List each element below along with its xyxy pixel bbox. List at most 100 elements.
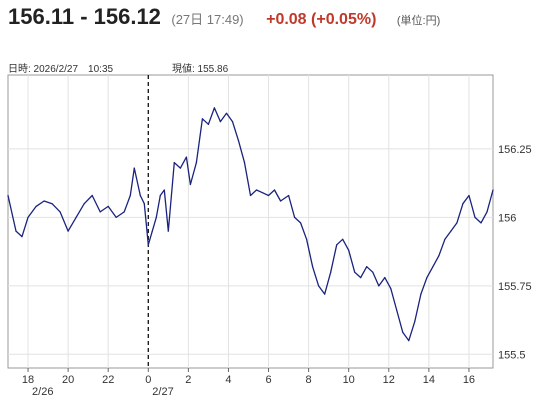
data-point (51, 203, 53, 205)
data-point (91, 194, 93, 197)
data-point (163, 189, 165, 191)
data-point (318, 285, 320, 287)
data-point (151, 230, 153, 232)
x-date-label: 2/27 (152, 386, 173, 398)
data-point (450, 230, 452, 232)
data-point (336, 244, 338, 246)
bid-ask-price: 156.11 - 156.12 (8, 4, 161, 29)
data-point (139, 194, 141, 197)
x-tick-label: 16 (463, 374, 475, 386)
y-tick-label: 155.75 (498, 281, 532, 293)
data-point (492, 189, 494, 191)
data-point (159, 194, 161, 197)
data-point (21, 236, 23, 238)
x-tick-label: 20 (62, 374, 74, 386)
quote-header: 156.11 - 156.12 (27日 17:49) +0.08 (+0.05… (8, 4, 440, 34)
data-point (225, 112, 228, 114)
data-point (189, 183, 191, 186)
data-point (179, 167, 181, 169)
data-point (438, 255, 440, 257)
data-point (486, 211, 488, 213)
x-tick-label: 4 (225, 374, 231, 386)
x-tick-label: 12 (383, 374, 395, 386)
price-series-line (7, 107, 494, 342)
y-tick-label: 156.25 (498, 144, 532, 156)
data-point (306, 238, 308, 240)
quote-timestamp: (27日 17:49) (171, 12, 244, 27)
data-point (129, 194, 131, 197)
data-point (414, 320, 416, 322)
x-tick-label: 6 (265, 374, 271, 386)
x-tick-label: 22 (102, 374, 114, 386)
data-point (402, 331, 404, 333)
data-point (456, 222, 458, 224)
data-point (133, 167, 135, 169)
data-point (143, 203, 145, 205)
data-point (294, 216, 296, 218)
data-point (480, 222, 482, 224)
x-date-label: 2/26 (32, 386, 53, 398)
plot-area (7, 74, 494, 369)
crosshair-value: 現値: 155.86 (172, 64, 229, 75)
data-point (444, 238, 446, 240)
data-point (255, 189, 258, 191)
x-tick-label: 10 (343, 374, 355, 386)
data-point (300, 222, 302, 224)
data-point (155, 216, 157, 218)
data-point (267, 194, 270, 197)
data-point (312, 266, 314, 268)
data-point (360, 277, 362, 279)
data-point (27, 216, 29, 218)
data-point (99, 211, 101, 213)
data-point (330, 271, 332, 273)
data-point (15, 230, 17, 232)
data-point (67, 230, 69, 232)
data-point (261, 192, 264, 194)
data-point (280, 200, 282, 202)
data-point (249, 194, 252, 197)
x-tick-label: 14 (423, 374, 435, 386)
data-point (83, 203, 85, 205)
data-point (115, 216, 117, 218)
data-point (354, 271, 356, 273)
x-tick-label: 0 (145, 374, 151, 386)
data-point (384, 277, 386, 279)
data-point (288, 194, 290, 197)
data-point (213, 107, 215, 109)
data-point (195, 162, 197, 164)
x-tick-label: 18 (22, 374, 34, 386)
data-point (219, 121, 221, 123)
data-point (342, 238, 344, 240)
data-point (43, 200, 45, 202)
data-point (408, 340, 410, 342)
data-point (462, 203, 464, 205)
data-point (468, 194, 470, 197)
price-change: +0.08 (+0.05%) (266, 11, 377, 28)
data-point (59, 211, 61, 213)
data-point (474, 216, 476, 218)
data-point (372, 271, 374, 273)
y-tick-label: 156 (498, 212, 516, 224)
data-point (324, 293, 326, 295)
data-point (35, 205, 37, 207)
data-point (75, 216, 77, 218)
data-point (366, 266, 368, 268)
unit-label: (単位:円) (396, 15, 441, 27)
data-point (348, 249, 350, 251)
data-point (396, 309, 398, 312)
data-point (243, 162, 246, 164)
data-point (123, 211, 125, 213)
data-point (107, 205, 109, 207)
data-point (207, 123, 209, 125)
data-point (390, 288, 392, 290)
data-point (378, 285, 380, 287)
data-point (167, 230, 169, 232)
data-point (432, 266, 434, 268)
crosshair-date: 日時: 2026/2/27 10:35 (8, 64, 114, 75)
data-point (7, 194, 9, 197)
data-point (426, 277, 428, 279)
x-tick-label: 2 (185, 374, 191, 386)
data-point (201, 118, 203, 120)
data-point (185, 156, 187, 158)
